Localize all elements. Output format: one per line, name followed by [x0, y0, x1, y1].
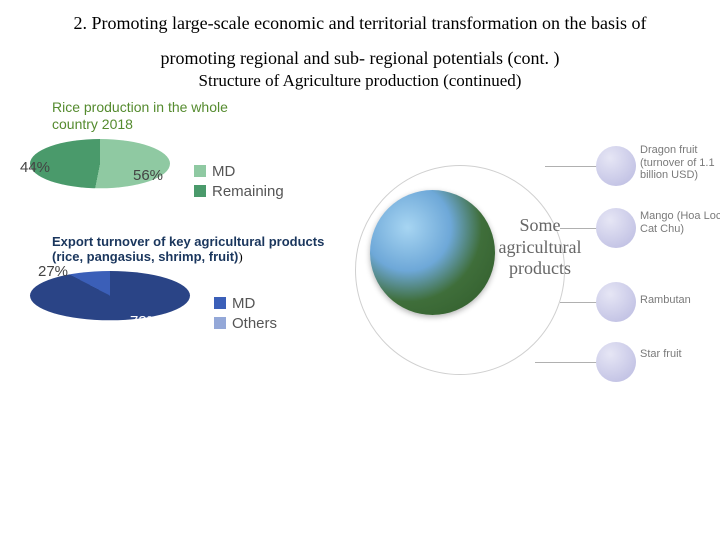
product-label: Mango (Hoa Loc, Cat Chu)	[640, 210, 720, 235]
legend-row: MD	[194, 163, 284, 180]
connector	[545, 166, 600, 167]
center-photo	[370, 190, 495, 315]
chart1-title: Rice production in the whole country 201…	[0, 99, 250, 133]
legend-label: MD	[232, 295, 255, 312]
legend-swatch	[214, 317, 226, 329]
connector	[560, 228, 600, 229]
product-circle	[596, 342, 636, 382]
legend-row: MD	[214, 295, 277, 312]
legend-label: Remaining	[212, 183, 284, 200]
chart2-label-73: 73%	[130, 313, 160, 330]
product-circle	[596, 208, 636, 248]
product-label: Star fruit	[640, 348, 720, 361]
chart2-title: Export turnover of key agricultural prod…	[0, 234, 340, 265]
product-label: Rambutan	[640, 294, 720, 307]
legend-label: MD	[212, 163, 235, 180]
chart2-legend: MD Others	[214, 292, 277, 335]
legend-label: Others	[232, 315, 277, 332]
connector	[560, 302, 600, 303]
product-circle	[596, 146, 636, 186]
chart1-pie-wrap: 56% 44%	[30, 139, 170, 224]
connector	[535, 362, 600, 363]
heading-line-2: promoting regional and sub- regional pot…	[0, 35, 720, 70]
heading-line-1: 2. Promoting large-scale economic and te…	[0, 0, 720, 35]
chart2-pie-wrap: 73% 27%	[30, 271, 190, 356]
legend-row: Remaining	[194, 183, 284, 200]
product-circle	[596, 282, 636, 322]
product-label: Dragon fruit (turnover of 1.1 billion US…	[640, 144, 720, 182]
chart1-legend: MD Remaining	[194, 160, 284, 203]
center-text: Some agricultural products	[490, 215, 590, 280]
legend-swatch	[214, 297, 226, 309]
chart2-title-text: Export turnover of key agricultural prod…	[52, 234, 324, 265]
legend-swatch	[194, 185, 206, 197]
chart1-label-44: 44%	[20, 159, 50, 176]
legend-swatch	[194, 165, 206, 177]
chart1-label-56: 56%	[133, 167, 163, 184]
legend-row: Others	[214, 315, 277, 332]
chart2-label-27: 27%	[38, 263, 68, 280]
chart2-title-suffix: )	[238, 249, 242, 264]
subheading: Structure of Agriculture production (con…	[0, 71, 720, 91]
